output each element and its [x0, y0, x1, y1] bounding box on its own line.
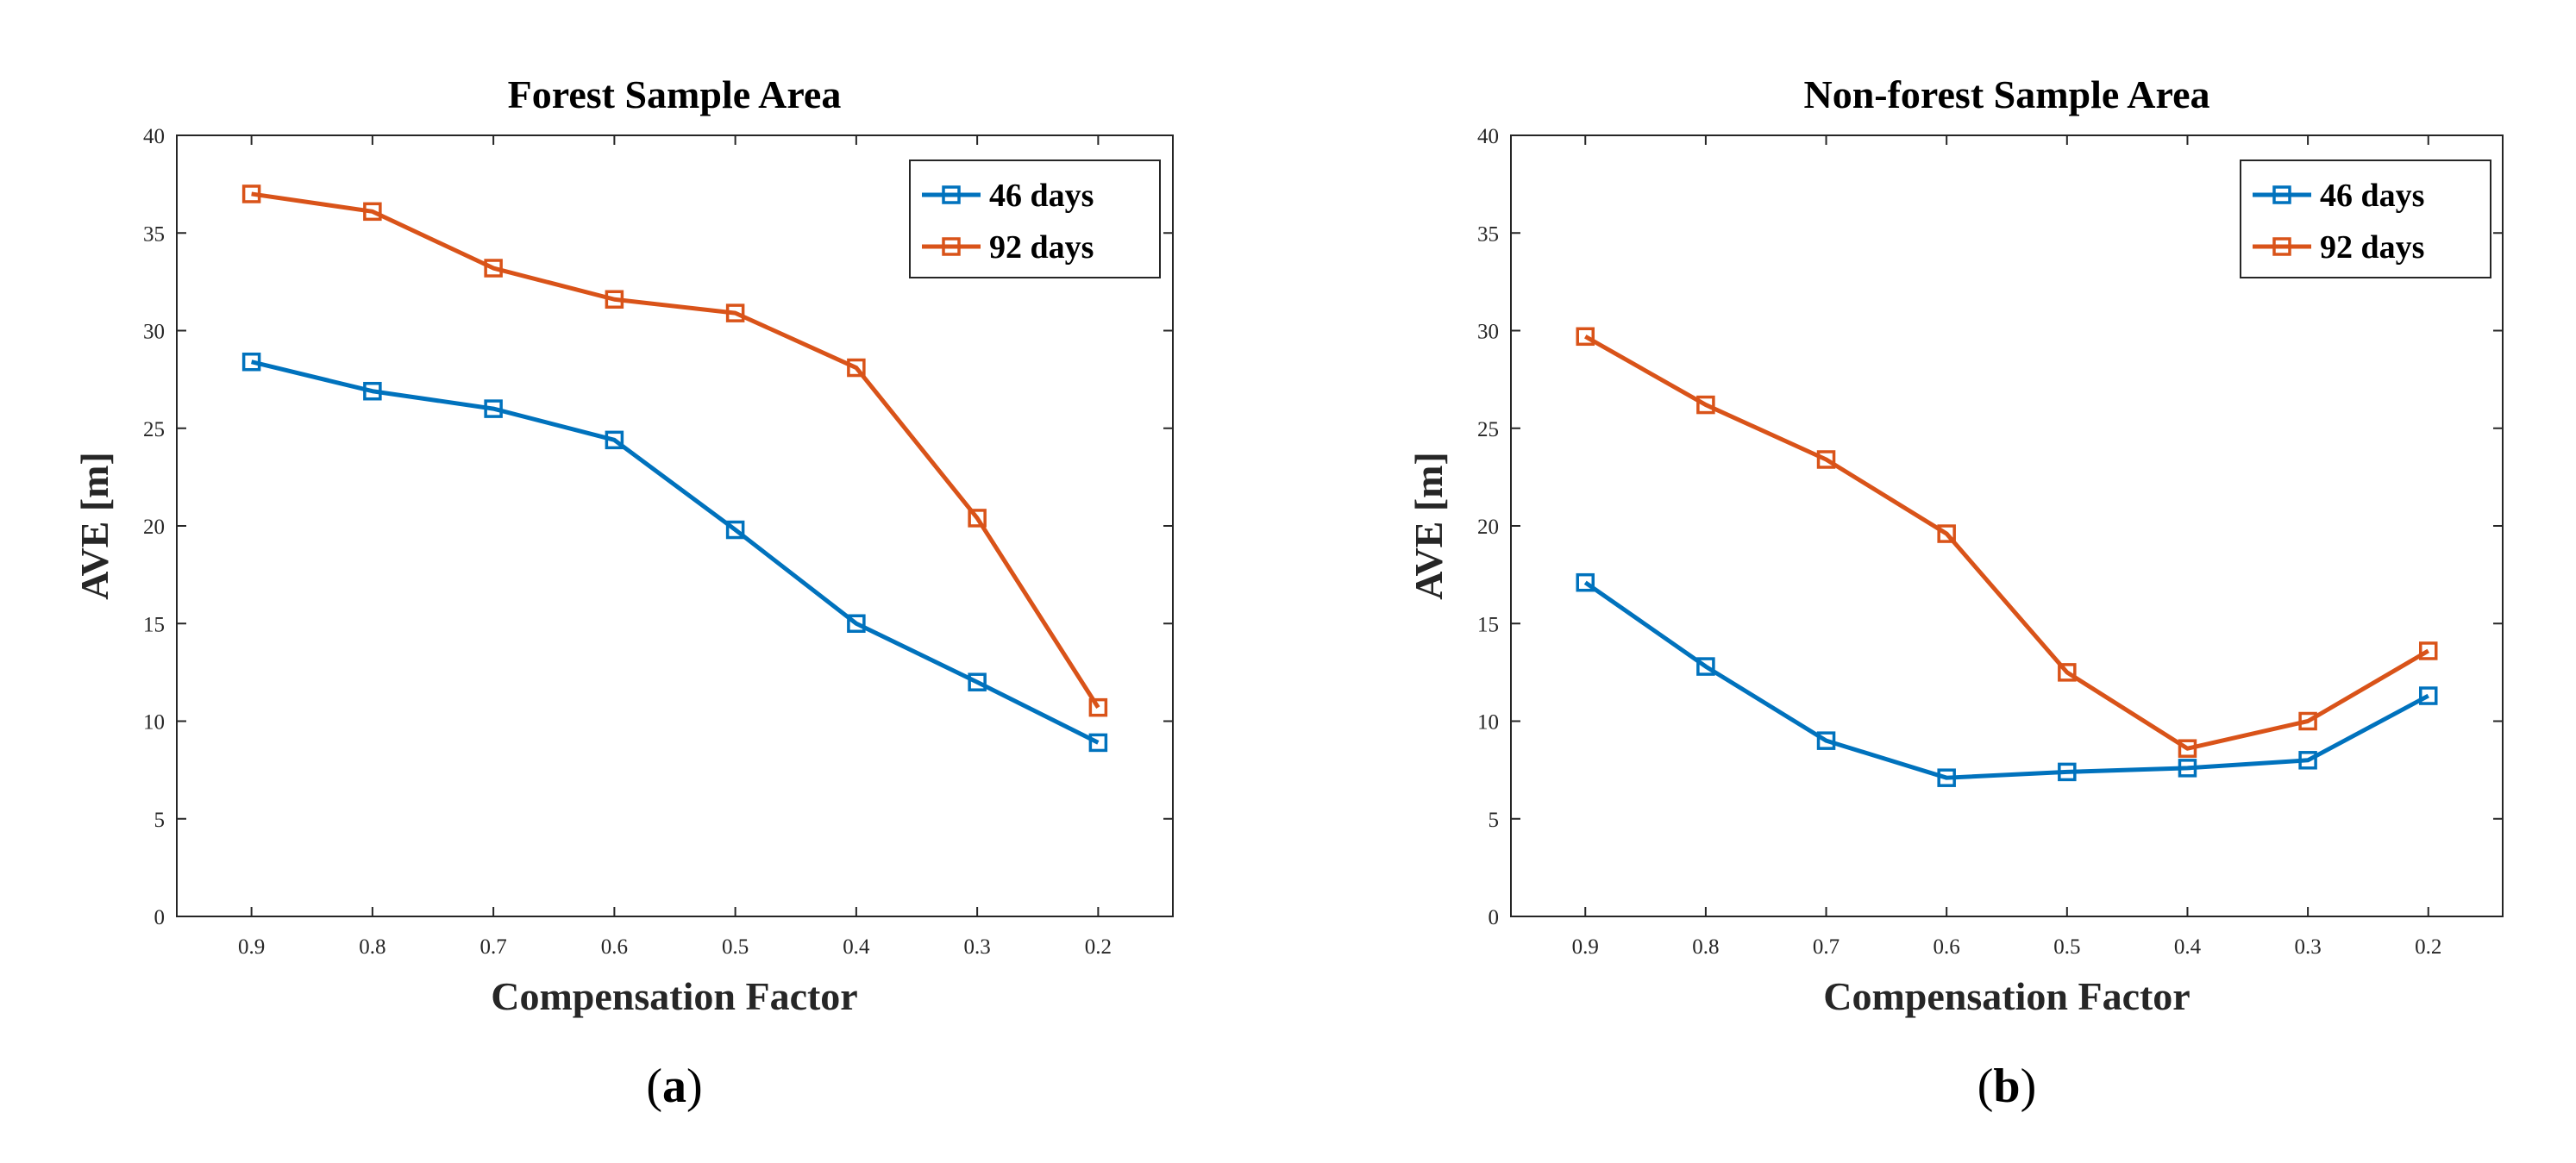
chart-panel-b: 0 5 10 15 20 25 30 35 40 0.9 0.8 0.7 0.6 0.5 0.4 0.3 0.2… — [1407, 72, 2504, 1113]
x-tick-label: 0.2 — [1085, 935, 1112, 959]
data-point — [1937, 768, 1956, 787]
x-tick-label: 0.9 — [238, 935, 265, 959]
x-tick-label: 0.7 — [480, 935, 507, 959]
chart-title: Non-forest Sample Area — [1803, 72, 2209, 116]
data-point — [1816, 450, 1836, 469]
data-point — [847, 614, 866, 633]
data-point — [725, 520, 745, 540]
series-line-46-days — [1583, 580, 2429, 780]
y-tick-label: 15 — [1477, 613, 1499, 636]
x-tick-label: 0.5 — [722, 935, 749, 959]
data-point — [1696, 395, 1715, 415]
data-point — [1937, 524, 1956, 543]
data-point — [241, 352, 261, 372]
y-axis-label: AVE [m] — [1407, 452, 1451, 600]
data-point — [605, 430, 624, 450]
y-tick-label: 15 — [143, 613, 165, 636]
data-point — [363, 202, 382, 222]
legend-swatch-marker — [2272, 185, 2291, 204]
panel-label: (b) — [1977, 1060, 2036, 1113]
y-tick-label: 20 — [143, 516, 165, 539]
data-point — [484, 399, 503, 418]
panel-label-letter: b — [1993, 1060, 2020, 1113]
chart-title: Forest Sample Area — [508, 72, 842, 116]
data-point — [847, 358, 866, 378]
panel-label-open: ( — [646, 1060, 662, 1113]
x-axis-label: Compensation Factor — [1823, 974, 2190, 1018]
x-tick-label: 0.3 — [2294, 935, 2321, 959]
data-point — [241, 184, 261, 203]
data-point — [2058, 762, 2077, 782]
series-line-92-days — [251, 191, 1100, 709]
y-tick-label: 5 — [1489, 809, 1500, 832]
legend: 46 days 92 days — [2240, 159, 2491, 278]
x-tick-label: 0.3 — [964, 935, 991, 959]
y-tick-label: 40 — [1477, 125, 1499, 148]
x-tick-label: 0.6 — [1934, 935, 1960, 959]
legend-box — [909, 159, 1161, 278]
data-point — [1088, 733, 1108, 753]
legend-entry: 92 days — [2320, 229, 2424, 266]
legend-swatch-marker — [2272, 237, 2291, 256]
panel-label-open: ( — [1977, 1060, 1994, 1113]
data-point — [363, 381, 382, 401]
data-point — [2178, 759, 2197, 778]
data-point — [605, 290, 624, 310]
y-tick-label: 40 — [143, 125, 165, 148]
data-point — [725, 303, 745, 322]
data-point — [2419, 641, 2438, 660]
data-point — [1696, 657, 1715, 676]
x-tick-label: 0.7 — [1813, 935, 1840, 959]
x-axis-label: Compensation Factor — [491, 974, 857, 1018]
legend-box — [2240, 159, 2491, 278]
y-tick-label: 0 — [154, 906, 166, 929]
x-tick-label: 0.2 — [2415, 935, 2441, 959]
series-line-92-days — [1584, 335, 2430, 751]
y-tick-label: 35 — [143, 222, 165, 246]
y-tick-label: 20 — [1477, 516, 1499, 539]
chart-panel-a: 0 5 10 15 20 25 30 35 40 0.9 0.8 0.7 0.6 0.5 0.4 0.3 0.2… — [72, 72, 1174, 1113]
y-tick-label: 0 — [1489, 906, 1500, 929]
legend-swatch-marker — [942, 237, 961, 256]
panel-label-close: ) — [2021, 1060, 2037, 1113]
data-point — [968, 672, 987, 691]
data-point — [2419, 686, 2438, 705]
legend: 46 days 92 days — [909, 159, 1161, 278]
legend-entry: 92 days — [989, 229, 1094, 266]
y-tick-label: 10 — [143, 711, 165, 735]
y-tick-label: 30 — [143, 321, 165, 344]
data-point — [1816, 731, 1836, 750]
data-point — [1576, 327, 1595, 347]
data-point — [2178, 739, 2197, 758]
x-tick-label: 0.5 — [2053, 935, 2080, 959]
y-tick-label: 35 — [1477, 222, 1499, 246]
legend-entry: 46 days — [989, 178, 1094, 214]
y-axis-label: AVE [m] — [72, 452, 116, 600]
x-tick-label: 0.6 — [601, 935, 628, 959]
y-tick-label: 10 — [1477, 711, 1499, 735]
y-tick-label: 25 — [1477, 418, 1499, 441]
data-point — [2298, 751, 2317, 770]
y-tick-label: 30 — [1477, 321, 1499, 344]
series-line-46-days — [251, 360, 1100, 745]
data-point — [2058, 663, 2077, 682]
x-tick-label: 0.8 — [1692, 935, 1719, 959]
panel-label-close: ) — [686, 1060, 703, 1113]
legend-swatch-marker — [942, 185, 961, 204]
legend-entry: 46 days — [2320, 178, 2424, 214]
panel-label: (a) — [646, 1060, 702, 1113]
x-tick-label: 0.9 — [1572, 935, 1599, 959]
panel-label-letter: a — [662, 1060, 686, 1113]
data-point — [1576, 572, 1595, 592]
data-point — [484, 259, 503, 278]
data-point — [968, 509, 987, 528]
x-tick-label: 0.4 — [843, 935, 870, 959]
data-point — [1088, 697, 1108, 717]
data-point — [2298, 711, 2317, 731]
x-tick-label: 0.8 — [359, 935, 385, 959]
y-tick-label: 5 — [154, 809, 166, 832]
y-tick-label: 25 — [143, 418, 165, 441]
x-tick-label: 0.4 — [2174, 935, 2202, 959]
